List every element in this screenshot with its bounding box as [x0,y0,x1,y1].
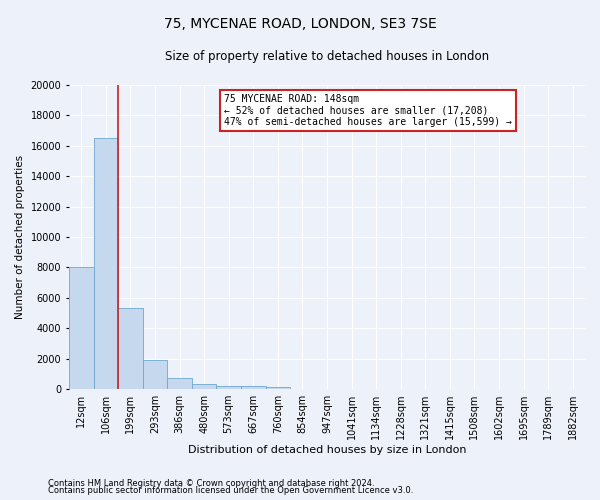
Bar [94,138,118,389]
Bar [217,386,241,389]
Bar [143,360,167,389]
Text: Contains HM Land Registry data © Crown copyright and database right 2024.: Contains HM Land Registry data © Crown c… [48,478,374,488]
Text: 75 MYCENAE ROAD: 148sqm
← 52% of detached houses are smaller (17,208)
47% of sem: 75 MYCENAE ROAD: 148sqm ← 52% of detache… [224,94,512,128]
Text: Contains public sector information licensed under the Open Government Licence v3: Contains public sector information licen… [48,486,413,495]
Bar [118,308,143,389]
Bar [69,266,94,389]
Bar [241,386,266,389]
Y-axis label: Number of detached properties: Number of detached properties [15,155,25,319]
Bar [192,384,217,389]
X-axis label: Distribution of detached houses by size in London: Distribution of detached houses by size … [188,445,466,455]
Bar [266,387,290,389]
Bar [167,378,192,389]
Title: Size of property relative to detached houses in London: Size of property relative to detached ho… [165,50,489,63]
Text: 75, MYCENAE ROAD, LONDON, SE3 7SE: 75, MYCENAE ROAD, LONDON, SE3 7SE [164,18,436,32]
